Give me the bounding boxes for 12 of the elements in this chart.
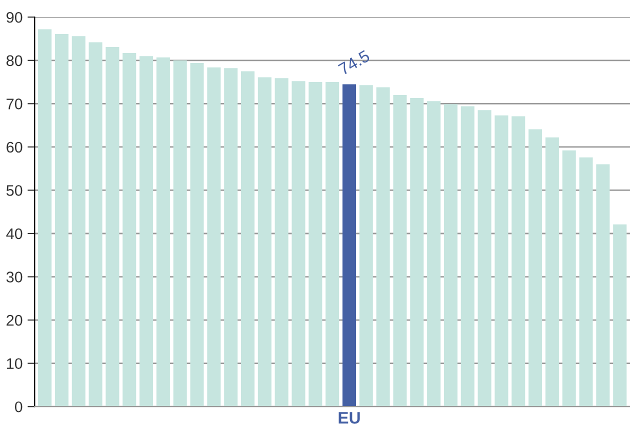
y-tick-label: 50 <box>6 185 22 196</box>
x-tick-label: EU <box>338 412 360 424</box>
y-tick-label: 0 <box>14 401 22 412</box>
y-tick-label: 80 <box>6 55 22 66</box>
y-tick-label: 70 <box>6 98 22 110</box>
y-tick-label: 10 <box>7 358 22 370</box>
y-tick-label: 30 <box>6 272 22 282</box>
y-tick-label: 90 <box>6 12 22 23</box>
y-tick-label: 20 <box>6 314 22 326</box>
y-tick-label: 40 <box>6 228 22 240</box>
y-tick-label: 60 <box>6 142 22 153</box>
data-label: 74.5 <box>338 50 370 76</box>
